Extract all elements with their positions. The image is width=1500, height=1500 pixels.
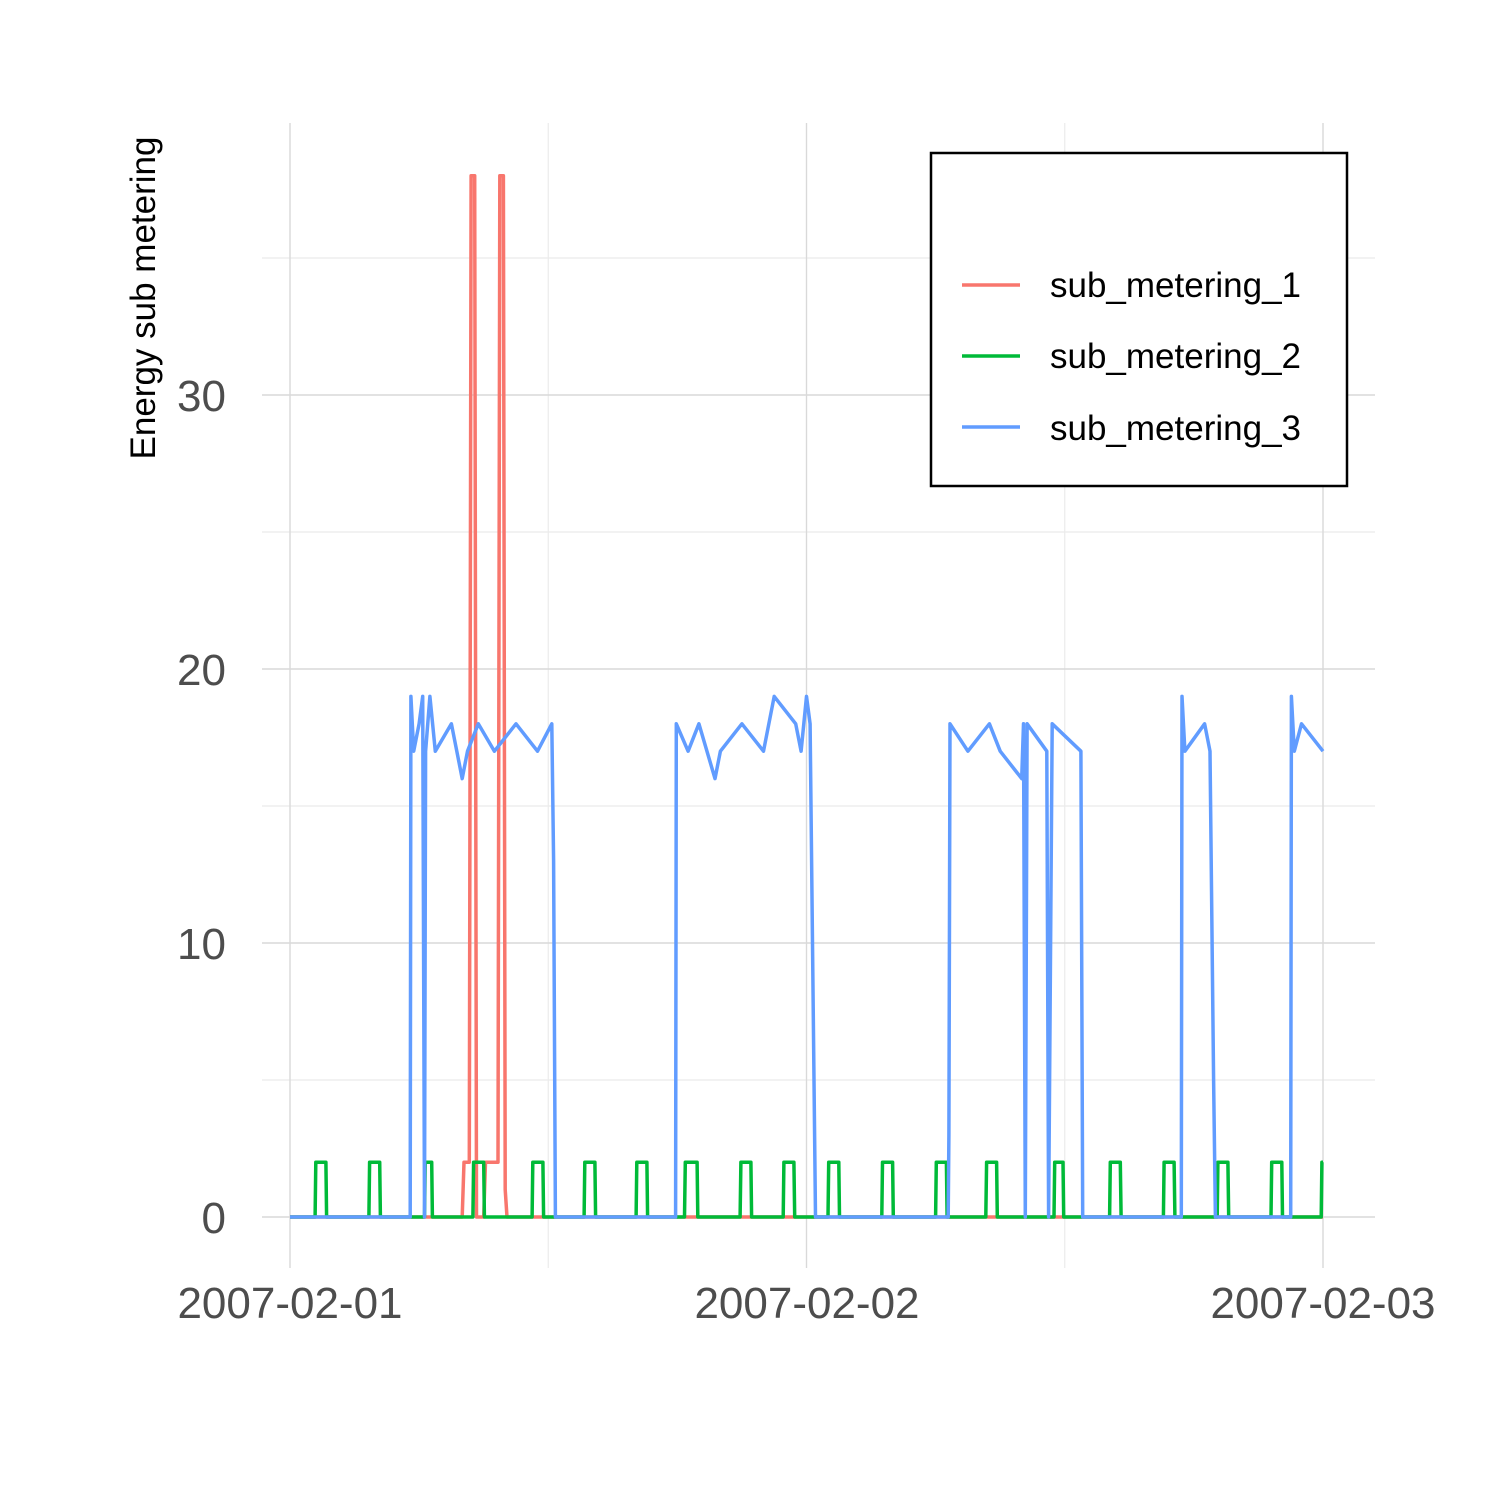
x-tick-label: 2007-02-03 [1210, 1279, 1435, 1328]
x-tick-label: 2007-02-01 [177, 1279, 402, 1328]
legend-box [929, 151, 1349, 488]
x-axis-tick-labels: 2007-02-01 2007-02-02 2007-02-03 [177, 1279, 1435, 1328]
y-tick-label: 0 [202, 1194, 226, 1243]
legend-label: sub_metering_1 [1050, 266, 1301, 305]
series-lines [290, 174, 1325, 1219]
y-axis-tick-labels: 0 10 20 30 [177, 372, 226, 1243]
series-line-sub-metering-3 [290, 694, 1325, 1219]
y-axis-label: Energy sub metering [124, 137, 163, 460]
legend: sub_metering_1 sub_metering_2 sub_meteri… [929, 151, 1349, 488]
x-tick-label: 2007-02-02 [694, 1279, 919, 1328]
legend-label: sub_metering_3 [1050, 409, 1301, 448]
y-tick-label: 10 [177, 920, 226, 969]
legend-label: sub_metering_2 [1050, 337, 1301, 376]
series-line-sub-metering-2 [290, 1160, 1324, 1219]
y-tick-label: 30 [177, 372, 226, 421]
y-tick-label: 20 [177, 646, 226, 695]
